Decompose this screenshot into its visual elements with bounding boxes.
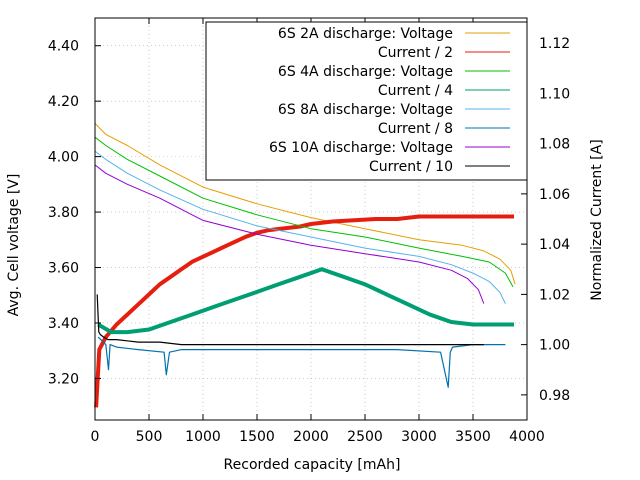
y2-tick-label: 1.00	[539, 338, 570, 354]
series-line-3	[97, 267, 514, 335]
y2-axis-label: Normalized Current [A]	[589, 139, 605, 300]
y2-tick-label: 1.08	[539, 137, 570, 153]
x-tick-label: 3500	[455, 429, 491, 445]
legend-box	[205, 21, 528, 181]
x-tick-label: 1500	[239, 429, 275, 445]
y2-tick-label: 1.02	[539, 287, 570, 303]
legend-label: 6S 8A discharge: Voltage	[278, 102, 453, 118]
x-tick-label: 0	[91, 429, 100, 445]
series-line-4	[94, 150, 506, 304]
y-tick-label: 3.20	[48, 371, 79, 387]
legend-label: Current / 2	[378, 45, 453, 61]
legend-label: Current / 10	[369, 159, 453, 175]
y-tick-label: 3.40	[48, 316, 79, 332]
legend-label: Current / 8	[378, 121, 453, 137]
legend-label: 6S 10A discharge: Voltage	[269, 140, 453, 156]
x-tick-label: 3000	[401, 429, 437, 445]
x-tick-label: 1000	[185, 429, 221, 445]
y-tick-label: 4.00	[48, 150, 79, 166]
x-tick-label: 500	[136, 429, 163, 445]
series-line-1	[94, 214, 514, 408]
x-tick-label: 2500	[347, 429, 383, 445]
y2-tick-label: 1.10	[539, 86, 570, 102]
chart-series-layer	[94, 123, 516, 408]
x-tick-label: 4000	[509, 429, 545, 445]
x-axis-label: Recorded capacity [mAh]	[224, 457, 401, 473]
axis-ticks: 0 500 1000 1500 2000 2500 3000 3500 4000 3.20 3.40…	[48, 18, 570, 445]
series-line-7	[96, 294, 484, 346]
y-tick-label: 4.20	[48, 94, 79, 110]
series-line-6	[94, 164, 485, 304]
y-tick-label: 3.60	[48, 261, 79, 277]
y2-tick-label: 1.12	[539, 36, 570, 52]
legend-label: Current / 4	[378, 83, 453, 99]
legend-label: 6S 2A discharge: Voltage	[278, 26, 453, 42]
y-axis-label: Avg. Cell voltage [V]	[6, 174, 22, 317]
series-line-5	[97, 336, 506, 388]
y2-tick-label: 1.06	[539, 187, 570, 203]
y-tick-label: 3.80	[48, 205, 79, 221]
y2-tick-label: 0.98	[539, 388, 570, 404]
x-tick-label: 2000	[293, 429, 329, 445]
legend: 6S 2A discharge: Voltage Current / 2 6S 4A…	[205, 21, 528, 181]
series-line-2	[94, 136, 514, 288]
legend-label: 6S 4A discharge: Voltage	[278, 64, 453, 80]
y-tick-label: 4.40	[48, 39, 79, 55]
y2-tick-label: 1.04	[539, 237, 570, 253]
